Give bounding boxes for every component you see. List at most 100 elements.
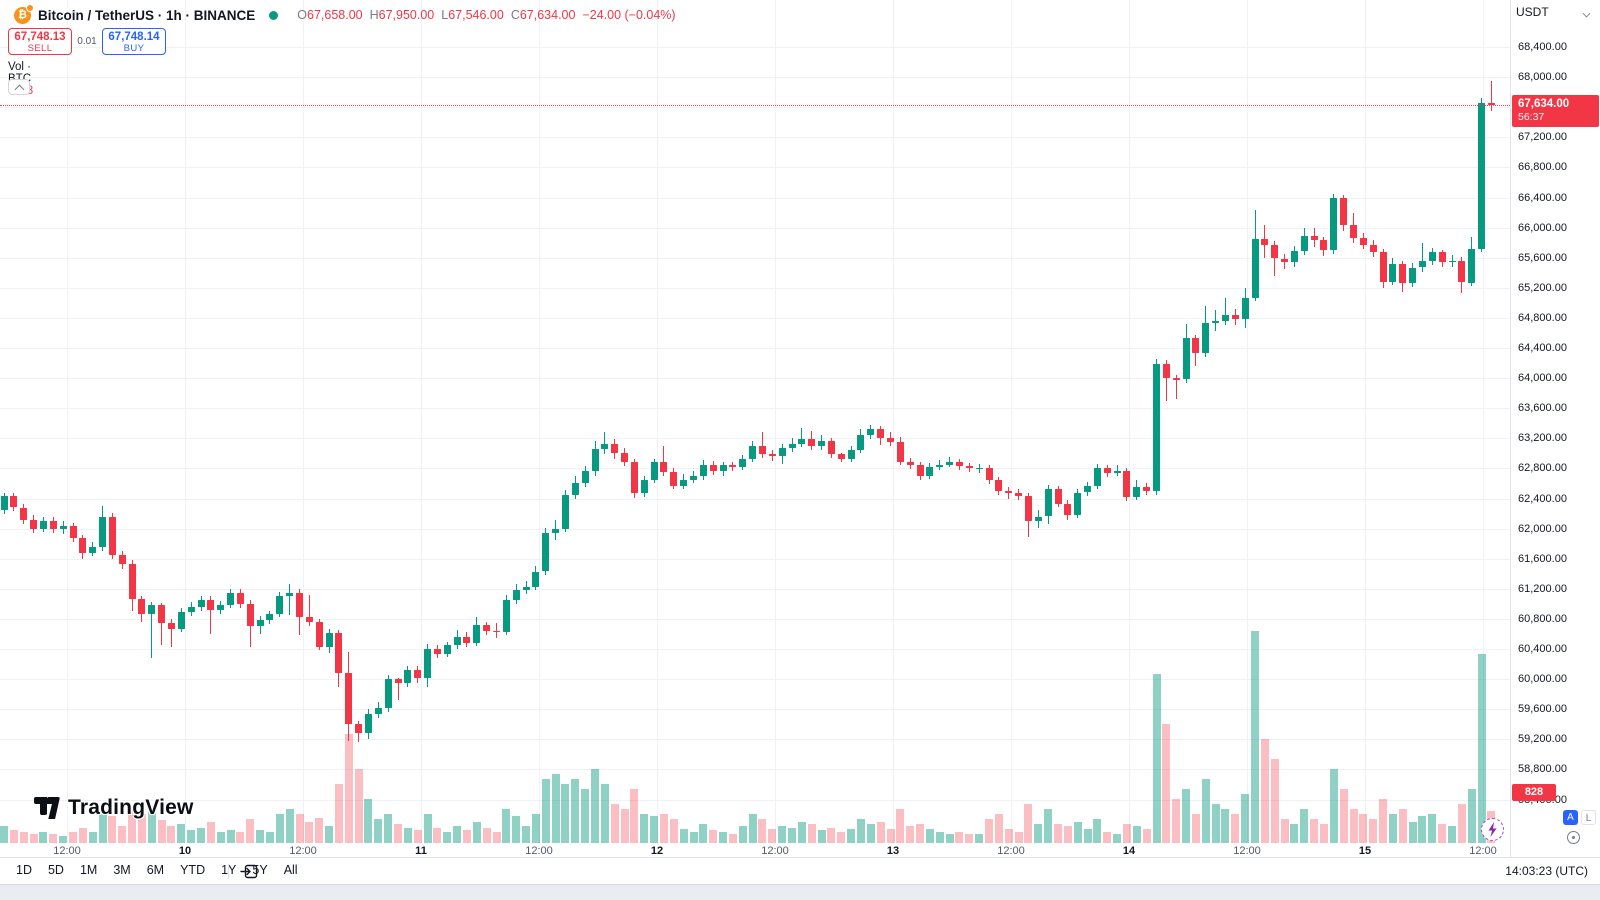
auto-scale-button[interactable]: A [1563, 810, 1578, 825]
quick-trade-button[interactable] [1481, 818, 1504, 841]
time-axis-day-label: 14 [1122, 845, 1136, 857]
volume-bar [354, 769, 363, 843]
candle [59, 526, 67, 530]
volume-bar [1448, 826, 1456, 843]
volume-bar [1418, 816, 1427, 843]
candle [394, 679, 402, 683]
gridline-horizontal [0, 107, 1510, 109]
candle [818, 440, 825, 446]
bar-countdown: 56:37 [1518, 111, 1545, 123]
candle [1044, 488, 1052, 517]
gridline-horizontal [0, 317, 1510, 319]
volume-bar [9, 830, 18, 843]
gridline-vertical [185, 0, 186, 843]
volume-bar [443, 832, 452, 843]
candle [709, 464, 717, 472]
range-button-1d[interactable]: 1D [16, 863, 32, 877]
volume-bar [433, 828, 442, 843]
volume-bar [935, 832, 944, 843]
gridline-horizontal [0, 649, 1510, 650]
market-status-dot[interactable] [269, 10, 279, 20]
candle [798, 439, 806, 444]
time-axis-hour-label: 12:00 [525, 845, 553, 857]
time-axis[interactable]: 12:00 10 12:00 11 12:00 12 12:00 13 12:00 14 12:00… [0, 843, 1510, 857]
currency-selector[interactable]: USDT [1516, 5, 1596, 25]
time-axis-hour-label: 12:00 [1469, 845, 1497, 857]
volume-bar [1172, 799, 1181, 843]
price-axis-label: 58,800.00 [1518, 763, 1567, 776]
volume-bar [1034, 824, 1043, 843]
log-scale-button[interactable]: L [1581, 810, 1596, 825]
sell-button[interactable]: 67,748.13 SELL [8, 28, 72, 55]
volume-bar [1349, 809, 1358, 843]
buy-label: BUY [123, 43, 145, 54]
candle [1271, 244, 1279, 259]
range-button-all[interactable]: All [283, 863, 298, 877]
time-axis-hour-label: 12:00 [761, 845, 789, 857]
volume-bar [147, 806, 156, 843]
candle [1458, 260, 1466, 283]
volume-bar [1339, 789, 1348, 843]
session-clock[interactable]: 14:03:23 (UTC) [1505, 864, 1588, 878]
candle-wick [170, 618, 172, 647]
volume-bar [49, 834, 58, 843]
candle [936, 464, 944, 467]
candle [1281, 258, 1288, 263]
candle [1005, 491, 1013, 493]
volume-bar [1014, 832, 1023, 843]
candle [30, 519, 37, 529]
candle [847, 449, 855, 459]
price-axis-label: 64,400.00 [1518, 342, 1567, 354]
gridline-horizontal [0, 498, 1510, 500]
volume-bar [1428, 814, 1437, 843]
volume-bar [906, 826, 915, 843]
candle-wick [1274, 241, 1276, 276]
candle [424, 649, 432, 679]
time-axis-hour-label: 12:00 [289, 845, 317, 857]
range-button-6m[interactable]: 6M [146, 863, 165, 877]
price-axis-label: 66,400.00 [1518, 191, 1567, 204]
volume-bar [856, 819, 865, 843]
volume-bar [216, 832, 225, 843]
volume-bar [1083, 829, 1092, 843]
chart-canvas[interactable] [0, 0, 1510, 843]
range-button-3m[interactable]: 3M [113, 863, 131, 877]
sell-price: 67,748.13 [14, 31, 66, 43]
volume-bar [551, 774, 560, 843]
volume-bar [1260, 739, 1269, 843]
time-axis-day-label: 11 [415, 845, 427, 857]
range-button-5d[interactable]: 5D [47, 863, 64, 877]
volume-bar [640, 814, 649, 843]
price-axis-label: 66,000.00 [1518, 221, 1567, 234]
price-axis-label: 64,800.00 [1518, 311, 1567, 324]
candle [1487, 102, 1495, 105]
price-axis-label: 61,200.00 [1518, 582, 1567, 595]
volume-bar [384, 814, 393, 843]
gridline-vertical [1247, 0, 1248, 843]
go-to-date-button[interactable] [240, 862, 259, 881]
candle [650, 462, 658, 480]
candle [926, 466, 934, 476]
candle [374, 708, 382, 714]
buy-button[interactable]: 67,748.14 BUY [102, 28, 166, 55]
candle [197, 600, 205, 607]
candle [857, 435, 865, 450]
high-value: 67,950.00 [378, 8, 435, 22]
candle [99, 516, 106, 548]
candle [729, 465, 737, 467]
range-button-1m[interactable]: 1M [79, 863, 98, 877]
candle [483, 624, 491, 631]
price-axis[interactable]: 68,400.0068,000.0067,600.0067,200.0066,8… [1510, 0, 1600, 857]
range-button-ytd[interactable]: YTD [180, 863, 206, 877]
candle [502, 600, 510, 633]
candle [1024, 495, 1032, 522]
scale-reset-icon[interactable] [1567, 831, 1580, 844]
volume-bar [630, 789, 639, 843]
volume-bar [206, 822, 215, 843]
volume-bar [403, 828, 412, 843]
collapse-pane-button[interactable] [8, 79, 30, 95]
symbol-title[interactable]: Bitcoin / TetherUS · 1h · BINANCE [38, 7, 256, 23]
volume-bar [1270, 759, 1279, 843]
volume-bar [955, 832, 964, 843]
candle-wick [1165, 360, 1167, 401]
